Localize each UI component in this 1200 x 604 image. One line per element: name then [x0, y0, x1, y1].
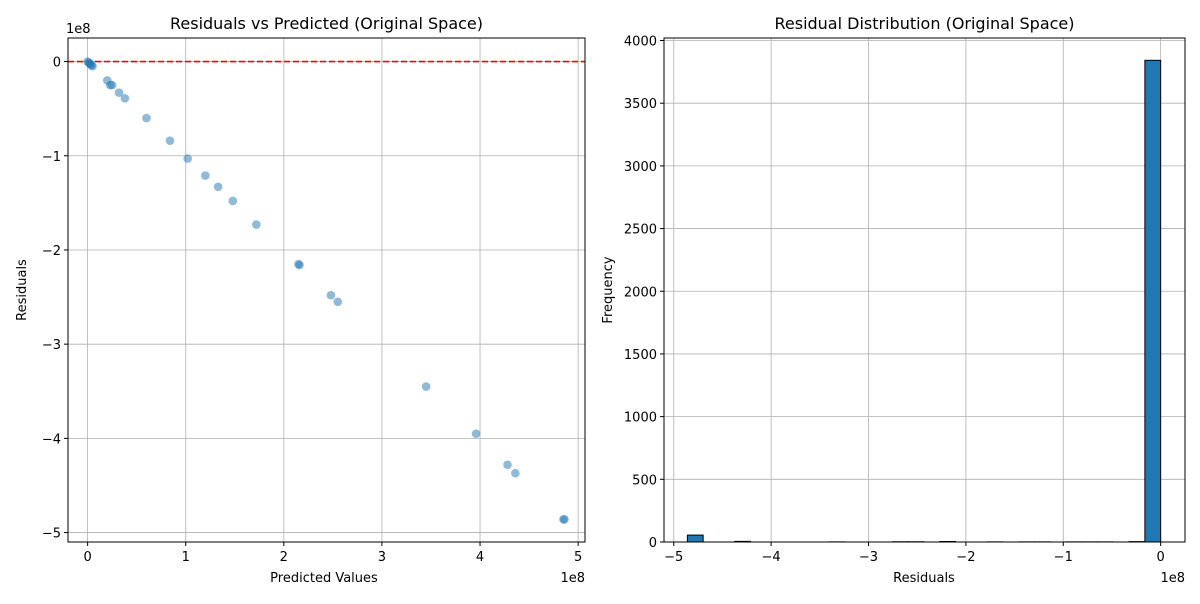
scatter-point [121, 94, 130, 103]
histogram-y-tick-label: 0 [649, 536, 657, 551]
scatter-x-tick-label: 0 [83, 550, 91, 565]
scatter-point [229, 197, 238, 206]
scatter-point [511, 469, 520, 478]
histogram-y-tick-label: 500 [632, 473, 657, 488]
scatter-title: Residuals vs Predicted (Original Space) [170, 14, 483, 33]
scatter-point [295, 261, 304, 270]
histogram-title: Residual Distribution (Original Space) [774, 14, 1074, 33]
histogram-x-tick-label: −5 [664, 550, 683, 565]
scatter-point [214, 183, 223, 192]
scatter-y-tick-label: −4 [42, 432, 61, 447]
scatter-x-tick-label: 2 [280, 550, 288, 565]
histogram-bar [687, 535, 703, 542]
scatter-point [201, 171, 210, 180]
scatter-x-tick-label: 1 [182, 550, 190, 565]
histogram-y-tick-label: 2500 [624, 223, 657, 238]
histogram-x-offset-label: 1e8 [1160, 571, 1185, 586]
histogram-y-axis-label: Frequency [601, 256, 616, 323]
scatter-point [333, 297, 342, 306]
histogram-y-tick-label: 1500 [624, 348, 657, 363]
histogram-x-tick-label: −2 [956, 550, 975, 565]
scatter-x-tick-label: 4 [476, 550, 484, 565]
histogram-y-tick-label: 2000 [624, 285, 657, 300]
scatter-point [183, 154, 192, 163]
scatter-point [422, 382, 431, 391]
scatter-x-offset-label: 1e8 [560, 571, 585, 586]
histogram-y-tick-label: 4000 [624, 35, 657, 50]
scatter-y-offset-label: 1e8 [66, 22, 91, 37]
histogram-y-tick-label: 3000 [624, 160, 657, 175]
scatter-point [560, 515, 569, 524]
scatter-y-tick-label: −5 [42, 527, 61, 542]
histogram-x-tick-label: −1 [1054, 550, 1073, 565]
scatter-x-tick-label: 5 [574, 550, 582, 565]
histogram-x-tick-label: −3 [859, 550, 878, 565]
histogram-bar [1145, 60, 1161, 542]
scatter-point [88, 62, 97, 71]
histogram-y-tick-label: 1000 [624, 411, 657, 426]
histogram-x-tick-label: 0 [1157, 550, 1165, 565]
histogram-y-tick-label: 3500 [624, 97, 657, 112]
scatter-point [166, 136, 175, 145]
scatter-point [503, 460, 512, 469]
scatter-y-tick-label: 0 [53, 56, 61, 71]
histogram-x-tick-label: −4 [762, 550, 781, 565]
scatter-point [108, 81, 117, 90]
scatter-y-axis-label: Residuals [15, 259, 30, 321]
scatter-y-tick-label: −3 [42, 338, 61, 353]
scatter-x-tick-label: 3 [378, 550, 386, 565]
scatter-point [252, 220, 261, 229]
scatter-y-tick-label: −2 [42, 244, 61, 259]
scatter-point [327, 291, 336, 300]
scatter-y-tick-label: −1 [42, 150, 61, 165]
histogram-x-axis-label: Residuals [893, 571, 955, 586]
scatter-point [142, 114, 151, 123]
scatter-x-axis-label: Predicted Values [270, 571, 378, 586]
scatter-point [472, 429, 481, 438]
